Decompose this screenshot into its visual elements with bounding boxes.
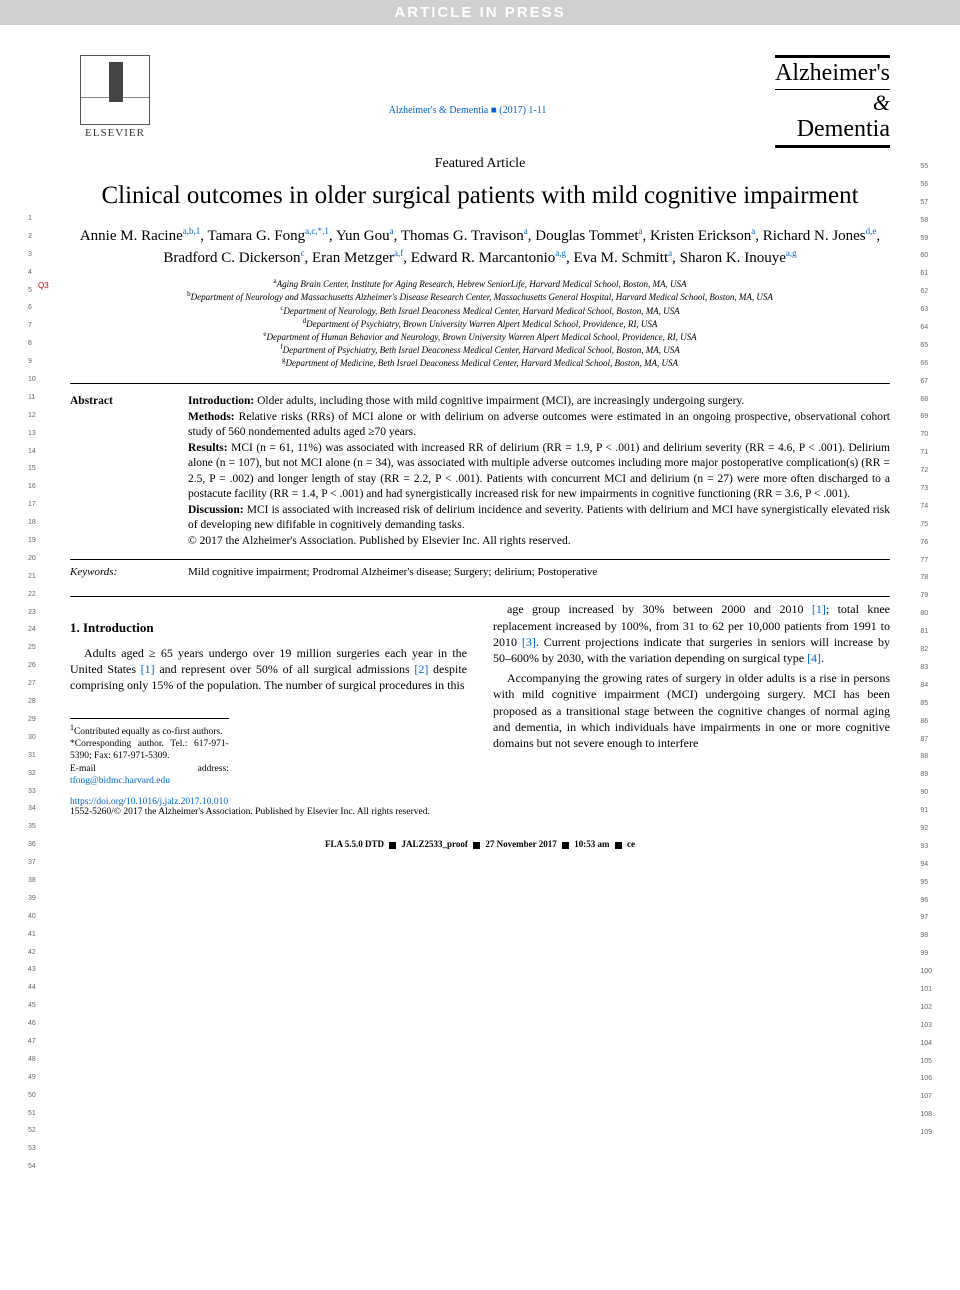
- abstract-body: Introduction: Older adults, including th…: [188, 394, 890, 549]
- divider: [70, 383, 890, 384]
- body-paragraph: Adults aged ≥ 65 years undergo over 19 m…: [70, 645, 467, 694]
- email-link[interactable]: tfong@bidmc.harvard.edu: [70, 776, 170, 786]
- abstract-discussion-head: Discussion:: [188, 504, 244, 516]
- journal-logo: Alzheimer's & Dementia: [775, 55, 890, 148]
- footnote-corresponding: *Corresponding author. Tel.: 617-971-539…: [70, 738, 229, 763]
- abstract-label: Abstract: [70, 394, 160, 549]
- body-column-right: age group increased by 30% between 2000 …: [493, 601, 890, 787]
- keywords-row: Keywords: Mild cognitive impairment; Pro…: [70, 566, 890, 578]
- page-content: 1234567891011121314151617181920212223242…: [0, 25, 960, 881]
- divider: [70, 559, 890, 560]
- line-numbers-left: 1234567891011121314151617181920212223242…: [28, 215, 36, 1181]
- article-title: Clinical outcomes in older surgical pati…: [70, 180, 890, 211]
- abstract-intro-head: Introduction:: [188, 395, 254, 407]
- affiliation-list: aAging Brain Center, Institute for Aging…: [70, 277, 890, 369]
- keywords-label: Keywords:: [70, 566, 160, 578]
- line-numbers-right: 5556575859606162636465666768697071727374…: [920, 163, 932, 1147]
- elsevier-tree-icon: [80, 55, 150, 125]
- journal-logo-amp: &: [775, 90, 890, 116]
- footnotes-block: 1Contributed equally as co-first authors…: [70, 718, 229, 788]
- keywords-text: Mild cognitive impairment; Prodromal Alz…: [188, 566, 597, 578]
- journal-reference: Alzheimer's & Dementia ■ (2017) 1-11: [389, 105, 547, 116]
- article-type: Featured Article: [70, 156, 890, 172]
- author-list: Annie M. Racinea,b,1, Tamara G. Fonga,c,…: [70, 225, 890, 269]
- divider: [70, 596, 890, 597]
- body-paragraph: age group increased by 30% between 2000 …: [493, 601, 890, 666]
- journal-logo-line2: Dementia: [775, 116, 890, 148]
- issn-copyright: 1552-5260/© 2017 the Alzheimer's Associa…: [70, 807, 890, 817]
- abstract-intro-text: Older adults, including those with mild …: [254, 395, 744, 407]
- abstract-results-text: MCI (n = 61, 11%) was associated with in…: [188, 442, 890, 501]
- body-two-column: 1. Introduction Adults aged ≥ 65 years u…: [70, 601, 890, 787]
- article-in-press-banner: ARTICLE IN PRESS: [0, 0, 960, 25]
- doi-link[interactable]: https://doi.org/10.1016/j.jalz.2017.10.0…: [70, 797, 228, 807]
- footnote-1: 1Contributed equally as co-first authors…: [70, 723, 229, 739]
- body-column-left: 1. Introduction Adults aged ≥ 65 years u…: [70, 601, 467, 787]
- query-marker-q3: Q3: [38, 281, 49, 290]
- publisher-name: ELSEVIER: [70, 127, 160, 139]
- section-1-heading: 1. Introduction: [70, 619, 467, 637]
- body-paragraph: Accompanying the growing rates of surger…: [493, 670, 890, 751]
- abstract-methods-head: Methods:: [188, 411, 235, 423]
- doi-line: https://doi.org/10.1016/j.jalz.2017.10.0…: [70, 797, 890, 807]
- proof-footer: FLA 5.5.0 DTD JALZ2533_proof 27 November…: [70, 839, 890, 861]
- abstract-results-head: Results:: [188, 442, 228, 454]
- abstract-copyright: © 2017 the Alzheimer's Association. Publ…: [188, 535, 571, 547]
- header-row: ELSEVIER Alzheimer's & Dementia ■ (2017)…: [70, 55, 890, 148]
- abstract-methods-text: Relative risks (RRs) of MCI alone or wit…: [188, 411, 890, 439]
- abstract-block: Abstract Introduction: Older adults, inc…: [70, 394, 890, 549]
- abstract-discussion-text: MCI is associated with increased risk of…: [188, 504, 890, 532]
- footnote-email: E-mail address: tfong@bidmc.harvard.edu: [70, 763, 229, 788]
- publisher-logo: ELSEVIER: [70, 55, 160, 139]
- journal-logo-line1: Alzheimer's: [775, 55, 890, 90]
